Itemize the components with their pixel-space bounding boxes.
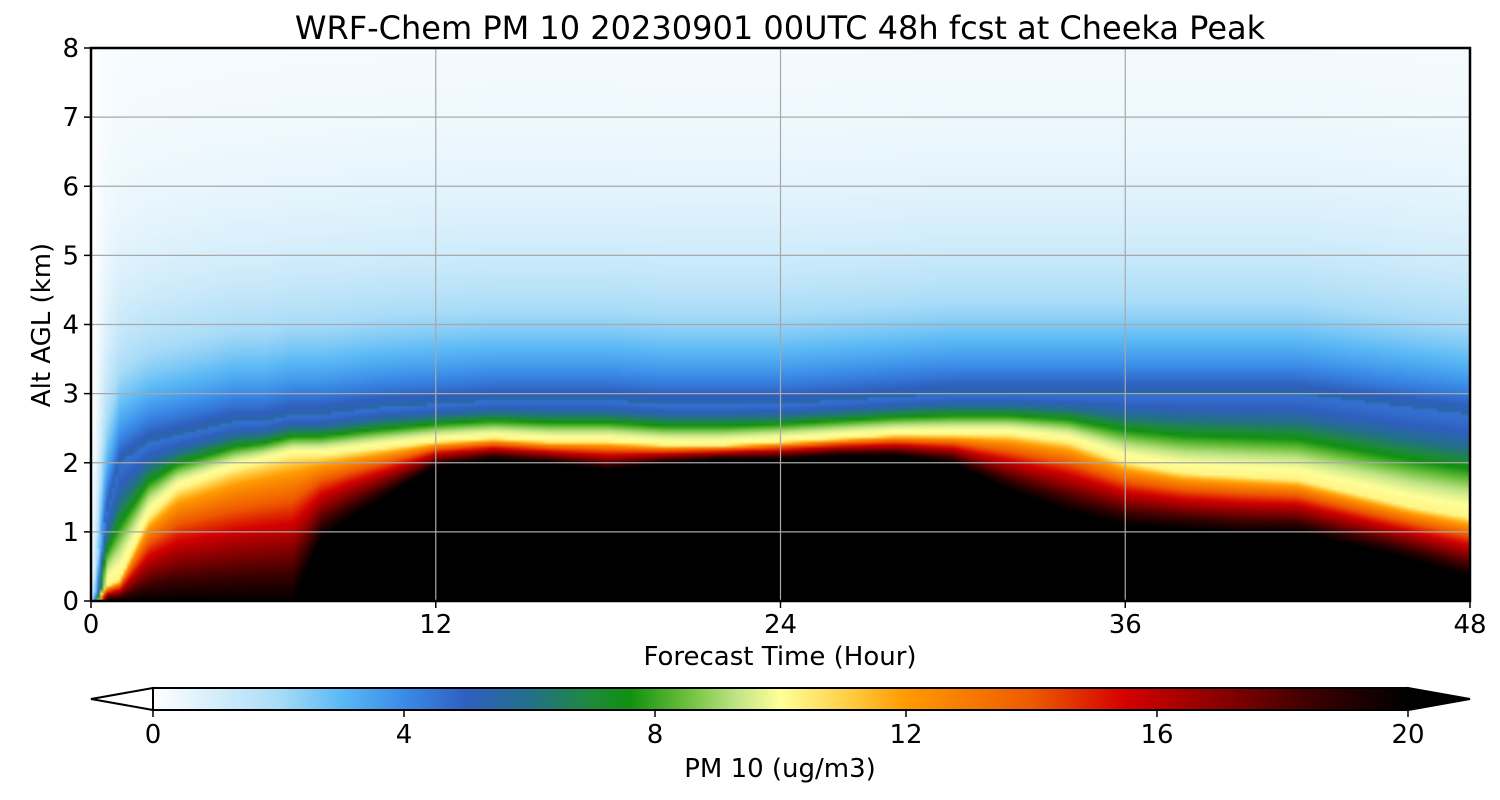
x-tick-label: 0: [83, 610, 100, 640]
colorbar-tick-label: 4: [396, 720, 413, 750]
x-tick-label: 24: [764, 610, 797, 640]
colorbar-ticks: 0 4 8 12 16 20: [145, 710, 1425, 750]
y-tick-label: 7: [62, 103, 79, 133]
y-tick-label: 1: [62, 518, 79, 548]
y-axis-ticks: 0 1 2 3 4 5 6 7 8: [62, 34, 91, 617]
y-axis-label: Alt AGL (km): [27, 243, 57, 407]
y-tick-label: 3: [62, 380, 79, 410]
x-tick-label: 36: [1109, 610, 1142, 640]
colorbar-tick-label: 16: [1140, 720, 1173, 750]
colorbar-gradient: [153, 688, 1408, 710]
colorbar-extend-high: [1407, 686, 1471, 712]
colorbar: 0 4 8 12 16 20 PM 10 (ug/m3): [90, 686, 1471, 784]
y-tick-label: 5: [62, 241, 79, 271]
colorbar-frame: [152, 687, 1409, 711]
x-tick-label: 12: [419, 610, 452, 640]
x-axis-label: Forecast Time (Hour): [643, 642, 916, 672]
y-tick-label: 6: [62, 172, 79, 202]
colorbar-tick-label: 20: [1391, 720, 1424, 750]
y-tick-label: 0: [62, 587, 79, 617]
colorbar-extend-low: [90, 686, 154, 712]
x-tick-label: 48: [1453, 610, 1486, 640]
colorbar-tick-label: 12: [889, 720, 922, 750]
colorbar-tick-label: 8: [647, 720, 664, 750]
colorbar-tick-label: 0: [145, 720, 162, 750]
colorbar-label: PM 10 (ug/m3): [684, 754, 876, 784]
y-tick-label: 2: [62, 449, 79, 479]
y-tick-label: 8: [62, 34, 79, 64]
x-axis-ticks: 0 12 24 36 48: [83, 601, 1487, 640]
y-tick-label: 4: [62, 311, 79, 341]
chart-title: WRF-Chem PM 10 20230901 00UTC 48h fcst a…: [295, 9, 1266, 47]
